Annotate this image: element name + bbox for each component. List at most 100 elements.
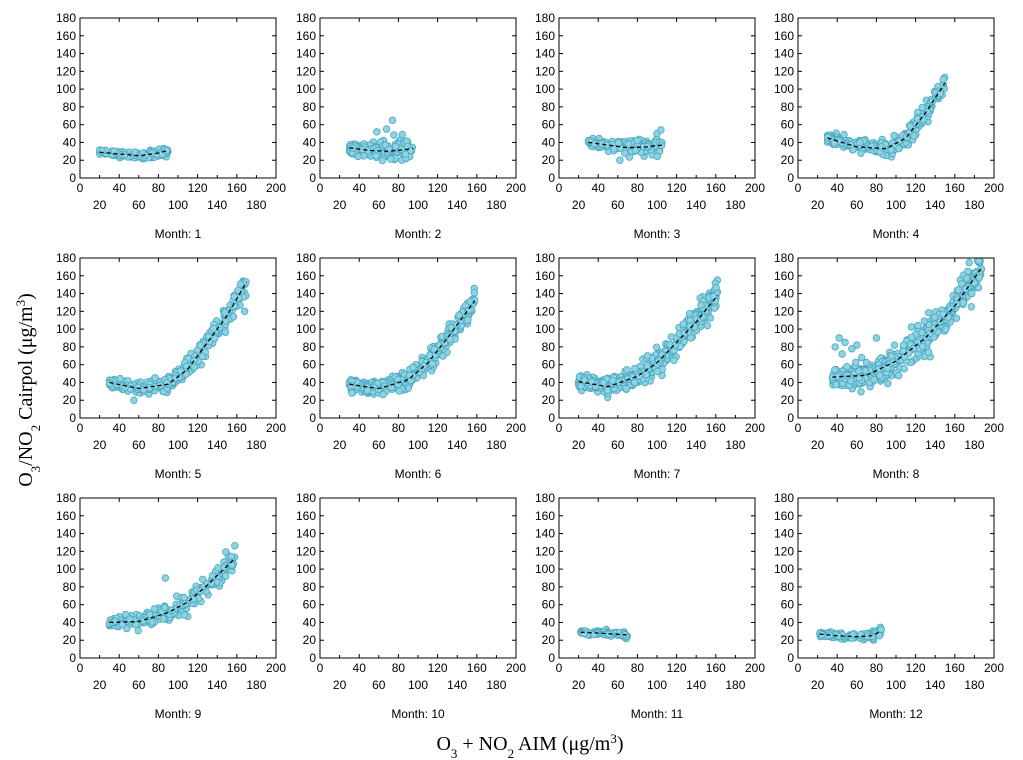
x-tick-label-minor: 20 (572, 438, 586, 452)
x-tick-label-minor: 180 (964, 198, 984, 212)
y-tick-label: 60 (63, 598, 77, 612)
data-point (440, 339, 449, 347)
x-tick-label-minor: 60 (850, 438, 864, 452)
x-tick-label-minor: 140 (207, 198, 227, 212)
data-point (348, 382, 356, 390)
data-point (375, 385, 383, 394)
y-tick-label: 40 (303, 615, 317, 629)
data-point (633, 136, 641, 145)
x-tick-label-major: 40 (592, 421, 606, 435)
data-point (907, 323, 916, 331)
x-tick-label-major: 120 (428, 421, 448, 435)
x-tick-label-minor: 20 (333, 198, 347, 212)
data-point (954, 286, 962, 294)
data-point (952, 314, 961, 322)
data-point (439, 352, 447, 360)
y-tick-label: 100 (774, 322, 794, 336)
y-tick-label: 120 (296, 544, 316, 558)
data-point (895, 144, 903, 153)
x-tick-label-major: 120 (188, 421, 208, 435)
data-point (918, 328, 926, 337)
x-tick-label-major: 80 (870, 181, 884, 195)
y-tick-label: 80 (781, 580, 795, 594)
y-tick-label: 60 (303, 118, 317, 132)
y-tick-label: 20 (63, 153, 77, 167)
y-tick-label: 40 (781, 375, 795, 389)
y-tick-label: 60 (781, 118, 795, 132)
data-point (847, 377, 855, 385)
x-axis-title: O3 + NO2 AIM (μg/m3) (436, 731, 623, 760)
x-tick-label-major: 0 (317, 661, 324, 675)
data-point (227, 552, 235, 561)
x-tick-label-minor: 100 (408, 198, 428, 212)
x-tick-label-minor: 140 (447, 198, 467, 212)
data-point (428, 360, 437, 368)
x-tick-label-major: 120 (428, 181, 448, 195)
panel-frame (79, 497, 277, 659)
y-tick-label: 100 (535, 322, 555, 336)
y-tick-label: 80 (63, 580, 77, 594)
data-point (150, 605, 159, 613)
trend-line (109, 281, 248, 390)
data-point (230, 292, 238, 301)
data-point-outlier (373, 128, 381, 136)
data-point (407, 146, 415, 154)
scatter-points (584, 126, 666, 164)
data-point (231, 542, 239, 550)
y-tick-label: 60 (781, 598, 795, 612)
y-tick-label: 160 (56, 29, 76, 43)
data-point (387, 155, 395, 163)
x-tick-label-minor: 140 (925, 438, 945, 452)
x-tick-label-major: 120 (188, 181, 208, 195)
y-tick-label: 60 (63, 118, 77, 132)
data-point (222, 572, 230, 580)
x-tick-label-major: 80 (392, 421, 406, 435)
y-tick-label: 140 (296, 527, 316, 541)
y-tick-label: 0 (548, 171, 555, 185)
y-tick-label: 180 (535, 251, 555, 265)
y-tick-label: 60 (542, 358, 556, 372)
x-tick-label-minor: 20 (93, 198, 107, 212)
y-tick-label: 100 (296, 82, 316, 96)
x-tick-label-major: 160 (227, 181, 247, 195)
data-point (963, 274, 971, 282)
y-tick-label: 80 (303, 340, 317, 354)
x-tick-label-minor: 100 (408, 678, 428, 692)
x-tick-label-minor: 140 (925, 678, 945, 692)
y-tick-label: 100 (296, 562, 316, 576)
y-tick-label: 180 (535, 11, 555, 25)
panel-frame (79, 257, 277, 419)
data-point (221, 328, 230, 336)
x-tick-label-major: 160 (467, 661, 487, 675)
data-point (348, 389, 356, 397)
y-tick-label: 160 (296, 269, 316, 283)
data-point (447, 324, 455, 332)
x-tick-label-major: 80 (152, 421, 166, 435)
data-point-outlier (835, 334, 843, 342)
scatter-points (105, 542, 239, 635)
y-tick-label: 180 (56, 251, 76, 265)
y-tick-label: 100 (296, 322, 316, 336)
y-tick-label: 140 (535, 47, 555, 61)
x-tick-label-major: 40 (113, 421, 127, 435)
y-tick-label: 120 (296, 304, 316, 318)
data-point (466, 297, 474, 306)
data-point (643, 352, 652, 360)
x-tick-label-minor: 60 (611, 438, 625, 452)
x-tick-label-major: 160 (467, 181, 487, 195)
y-tick-label: 120 (535, 544, 555, 558)
x-tick-label-major: 80 (392, 661, 406, 675)
x-tick-label-major: 0 (317, 421, 324, 435)
x-tick-label-minor: 60 (132, 678, 146, 692)
data-point (624, 140, 633, 148)
y-tick-label: 140 (296, 287, 316, 301)
x-tick-label-minor: 20 (572, 198, 586, 212)
data-point (843, 363, 851, 371)
x-tick-label-major: 200 (745, 661, 765, 675)
data-point (907, 333, 916, 341)
panel-frame (319, 257, 517, 419)
data-point (222, 548, 230, 556)
